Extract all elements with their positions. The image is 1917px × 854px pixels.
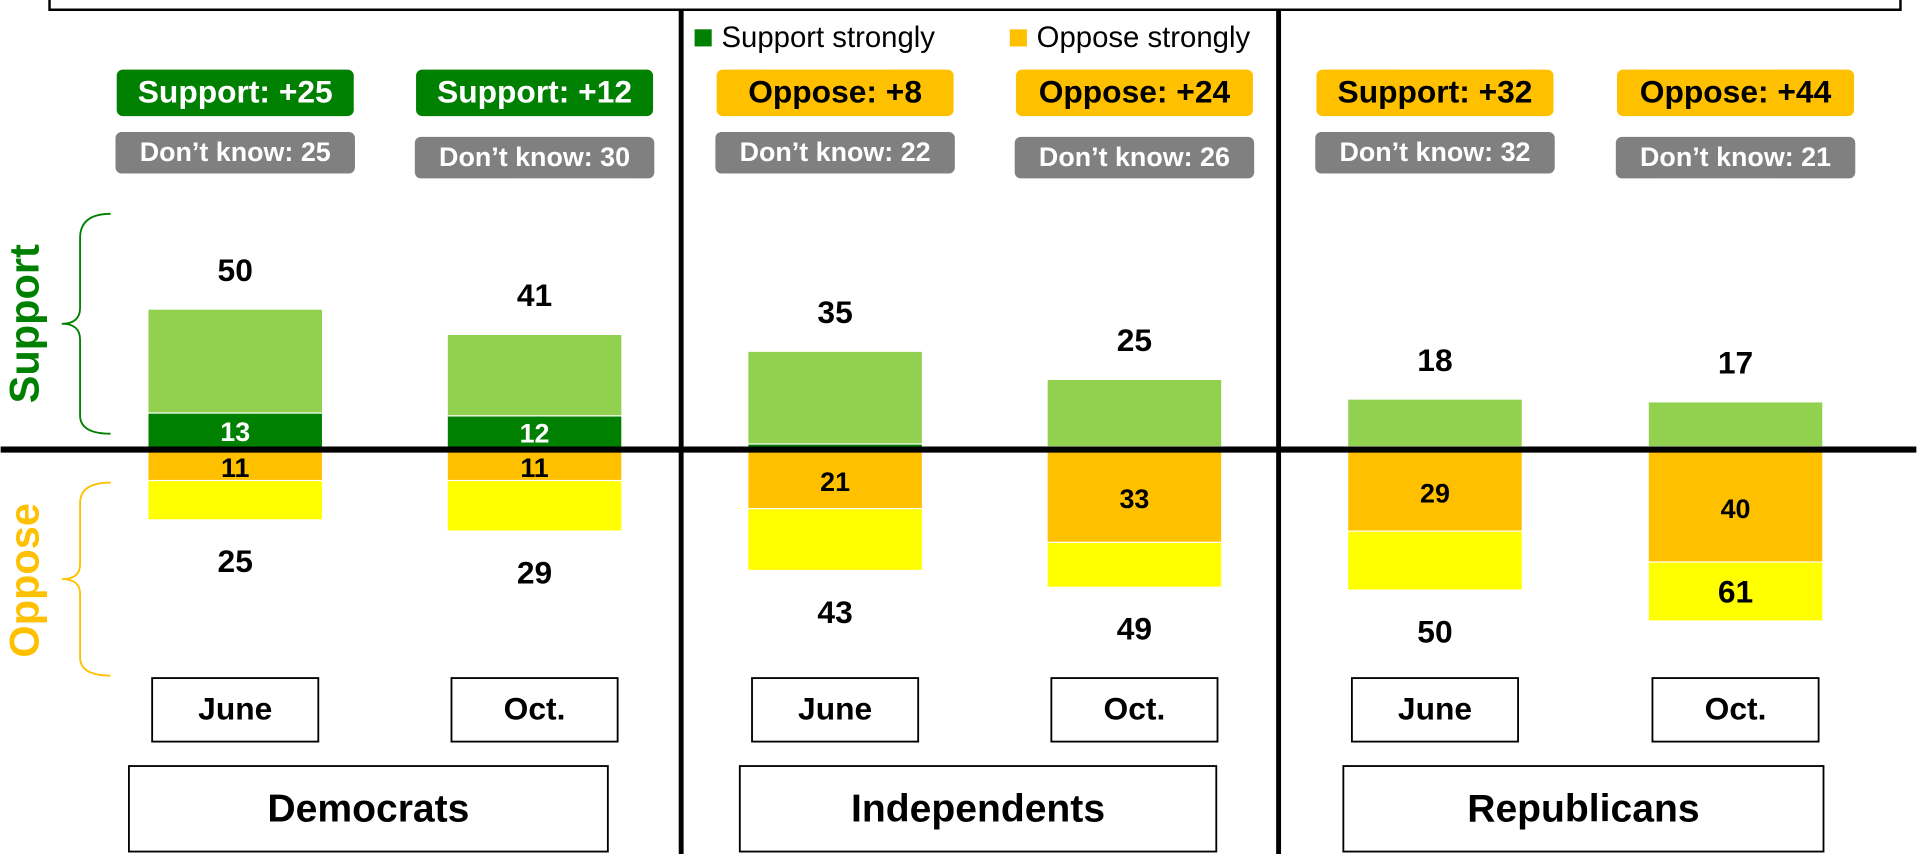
group-box — [128, 765, 609, 853]
net-box — [1617, 69, 1855, 117]
brace — [61, 481, 111, 677]
bar-support-strongly — [446, 415, 623, 451]
legend-swatch — [1009, 29, 1027, 47]
bar-support — [1347, 398, 1523, 451]
dont-know-box — [1014, 136, 1255, 179]
period-box — [450, 677, 619, 743]
bar-oppose-strongly — [446, 448, 623, 482]
bar-oppose-strongly — [147, 448, 324, 482]
dont-know-label: Don’t know: 22 — [740, 137, 931, 167]
oppose-axis-label: Oppose — [0, 503, 47, 658]
bar-oppose-strongly — [1046, 448, 1223, 543]
value-label: 25 — [218, 543, 253, 579]
value-label: 50 — [1417, 613, 1452, 649]
dont-know-box — [1615, 136, 1856, 179]
dont-know-box — [414, 136, 655, 179]
brace — [61, 212, 111, 435]
value-label: 33 — [1119, 484, 1149, 514]
value-label: 29 — [1420, 478, 1450, 508]
value-label: 29 — [517, 554, 552, 590]
period-box — [1350, 677, 1519, 743]
labels: Support strongly Oppose strongly Democrats… — [115, 21, 1856, 853]
net-box — [1015, 69, 1253, 117]
net-box — [1316, 69, 1554, 117]
net-label: Support: +12 — [437, 73, 632, 109]
group-box — [738, 765, 1218, 853]
bars — [147, 308, 1824, 622]
value-label: 13 — [220, 417, 250, 447]
bar-support-strongly — [147, 412, 324, 451]
net-label: Support: +25 — [138, 73, 333, 109]
value-label: 11 — [221, 453, 249, 483]
legend-label: Support strongly — [721, 21, 935, 54]
net-box — [716, 69, 954, 117]
bar-support — [1647, 401, 1824, 451]
net-box — [116, 69, 354, 117]
period-label: Oct. — [1705, 690, 1767, 726]
value-label: 18 — [1417, 342, 1452, 378]
period-box — [751, 677, 920, 743]
bar-support — [747, 350, 924, 451]
value-label: 12 — [520, 418, 550, 448]
bar-support — [1046, 378, 1223, 451]
dont-know-box — [1315, 131, 1555, 174]
period-box — [1050, 677, 1219, 743]
net-label: Oppose: +44 — [1640, 73, 1832, 109]
value-label: 50 — [218, 252, 253, 288]
value-label: 11 — [520, 453, 548, 483]
dont-know-label: Don’t know: 30 — [439, 142, 630, 172]
period-label: June — [198, 690, 272, 726]
dont-know-label: Don’t know: 26 — [1039, 142, 1230, 172]
dont-know-label: Don’t know: 32 — [1339, 137, 1530, 167]
net-label: Oppose: +24 — [1039, 73, 1231, 109]
period-label: Oct. — [1104, 690, 1166, 726]
value-label: 49 — [1117, 611, 1152, 647]
value-label: 25 — [1117, 322, 1152, 358]
period-label: June — [798, 690, 872, 726]
dont-know-box — [715, 131, 955, 174]
bar-oppose-strongly — [1347, 448, 1523, 532]
period-label: June — [1398, 690, 1472, 726]
group-label: Democrats — [267, 788, 469, 831]
value-label: 40 — [1721, 494, 1751, 524]
period-label: Oct. — [504, 690, 566, 726]
period-box — [151, 677, 320, 743]
value-label: 35 — [817, 294, 852, 330]
value-label: 17 — [1718, 345, 1753, 381]
net-label: Support: +32 — [1338, 73, 1533, 109]
support-axis-label: Support — [0, 244, 47, 403]
dont-know-label: Don’t know: 21 — [1640, 142, 1831, 172]
group-box — [1342, 765, 1825, 853]
net-box — [416, 69, 654, 117]
legend-label: Oppose strongly — [1037, 21, 1251, 54]
dont-know-label: Don’t know: 25 — [140, 137, 331, 167]
period-box — [1651, 677, 1820, 743]
value-label: 43 — [817, 594, 852, 630]
bar-oppose-strongly — [747, 448, 924, 510]
value-label: 21 — [820, 467, 850, 497]
group-label: Republicans — [1467, 788, 1699, 831]
net-label: Oppose: +8 — [748, 73, 922, 109]
frame — [48, 0, 1902, 11]
legend-swatch — [694, 29, 712, 47]
value-label: 61 — [1718, 573, 1753, 609]
group-label: Independents — [851, 788, 1105, 831]
value-label: 41 — [517, 277, 552, 313]
dont-know-box — [115, 131, 355, 174]
bar-oppose-strongly — [1647, 448, 1824, 563]
